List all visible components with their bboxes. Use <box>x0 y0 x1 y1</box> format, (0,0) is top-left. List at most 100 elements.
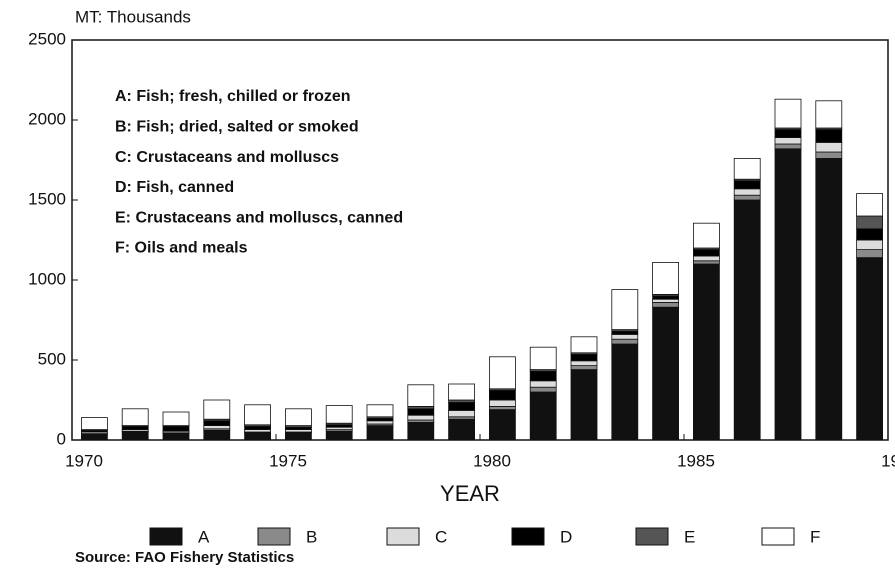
bar-segment <box>284 408 312 426</box>
bar-segment <box>407 414 435 421</box>
bar-segment <box>815 129 843 143</box>
x-tick-label: 1980 <box>473 451 511 470</box>
bar-segment <box>366 404 394 418</box>
bar-segment <box>611 333 639 340</box>
bar-segment <box>448 383 476 401</box>
legend-swatch <box>635 527 669 546</box>
bar-segment <box>488 399 516 407</box>
bar-segment <box>529 346 557 371</box>
bar-segment <box>774 143 802 150</box>
bar-segment <box>121 431 149 441</box>
bar-segment <box>856 249 883 259</box>
bar-segment <box>81 433 108 441</box>
bar-segment <box>774 148 802 441</box>
bar-segment <box>815 141 843 153</box>
legend-label: B <box>306 527 317 546</box>
x-axis-label: YEAR <box>440 481 500 506</box>
bar-segment <box>448 409 476 418</box>
key-entry: F: Oils and meals <box>115 240 248 257</box>
bar-segment <box>121 425 149 430</box>
bar-segment <box>488 405 516 410</box>
bar-segment <box>856 215 883 230</box>
bar-segment <box>325 405 353 424</box>
x-tick-label: 1990 <box>881 451 895 470</box>
bar-segment <box>203 399 231 420</box>
legend-swatch <box>149 527 183 546</box>
bar-segment <box>856 257 883 441</box>
legend-label: D <box>560 527 572 546</box>
key-entry: B: Fish; dried, salted or smoked <box>115 119 359 136</box>
bar-segment <box>448 401 476 411</box>
x-tick-label: 1985 <box>677 451 715 470</box>
bar-segment <box>856 193 883 217</box>
y-axis-label: MT: Thousands <box>75 7 191 26</box>
bar-segment <box>529 370 557 382</box>
legend-swatch <box>257 527 291 546</box>
bar-segment <box>815 151 843 159</box>
y-tick-label: 1500 <box>28 189 66 208</box>
bar-segment <box>693 222 720 249</box>
legend-swatch <box>386 527 420 546</box>
bar-segment <box>733 188 761 196</box>
bar-segment <box>448 418 476 441</box>
bar-segment <box>529 391 557 441</box>
bar-segment <box>570 360 598 366</box>
bar-segment <box>856 228 883 241</box>
bar-segment <box>162 433 190 441</box>
bar-segment <box>611 343 639 441</box>
bar-segment <box>652 301 679 308</box>
bar-segment <box>570 336 598 354</box>
key-entry: E: Crustaceans and molluscs, canned <box>115 209 403 226</box>
legend-label: F <box>810 527 820 546</box>
bar-segment <box>733 157 761 180</box>
bar-segment <box>244 432 272 441</box>
bar-segment <box>652 261 679 295</box>
bar-segment <box>733 194 761 201</box>
bar-segment <box>611 330 639 335</box>
bar-segment <box>856 239 883 251</box>
bar-segment <box>611 289 639 331</box>
bar-segment <box>407 384 435 407</box>
bar-segment <box>366 425 394 441</box>
bar-segment <box>203 425 231 430</box>
bar-segment <box>733 199 761 441</box>
bar-segment <box>570 369 598 441</box>
legend-swatch <box>511 527 545 546</box>
bar-segment <box>693 255 720 262</box>
bar-segment <box>774 137 802 145</box>
legend-label: A <box>198 527 210 546</box>
bar-segment <box>81 417 108 431</box>
bar-segment <box>121 408 149 426</box>
bar-segment <box>570 365 598 371</box>
bar-segment <box>693 260 720 265</box>
bar-segment <box>733 180 761 190</box>
y-tick-label: 0 <box>57 429 66 448</box>
bar-segment <box>652 295 679 300</box>
bar-segment <box>652 298 679 303</box>
bar-segment <box>203 420 231 426</box>
source: Source: FAO Fishery Statistics <box>75 549 294 566</box>
bar-segment <box>284 432 312 441</box>
bar-segment <box>162 425 190 432</box>
y-tick-label: 2500 <box>28 29 66 48</box>
bar-segment <box>693 263 720 441</box>
bar-segment <box>774 98 802 129</box>
y-tick-label: 2000 <box>28 109 66 128</box>
bar-segment <box>488 409 516 441</box>
bar-segment <box>529 380 557 388</box>
bar-segment <box>529 386 557 393</box>
bar-segment <box>162 411 190 427</box>
bar-segment <box>488 356 516 390</box>
x-tick-label: 1975 <box>269 451 307 470</box>
bar-segment <box>652 306 679 441</box>
key-entry: A: Fish; fresh, chilled or frozen <box>115 88 351 105</box>
bar-segment <box>774 129 802 139</box>
bar-segment <box>325 430 353 441</box>
bar-segment <box>693 249 720 257</box>
bar-segment <box>366 420 394 425</box>
bar-segment <box>407 421 435 441</box>
bar-segment <box>203 429 231 441</box>
bar-segment <box>570 353 598 362</box>
